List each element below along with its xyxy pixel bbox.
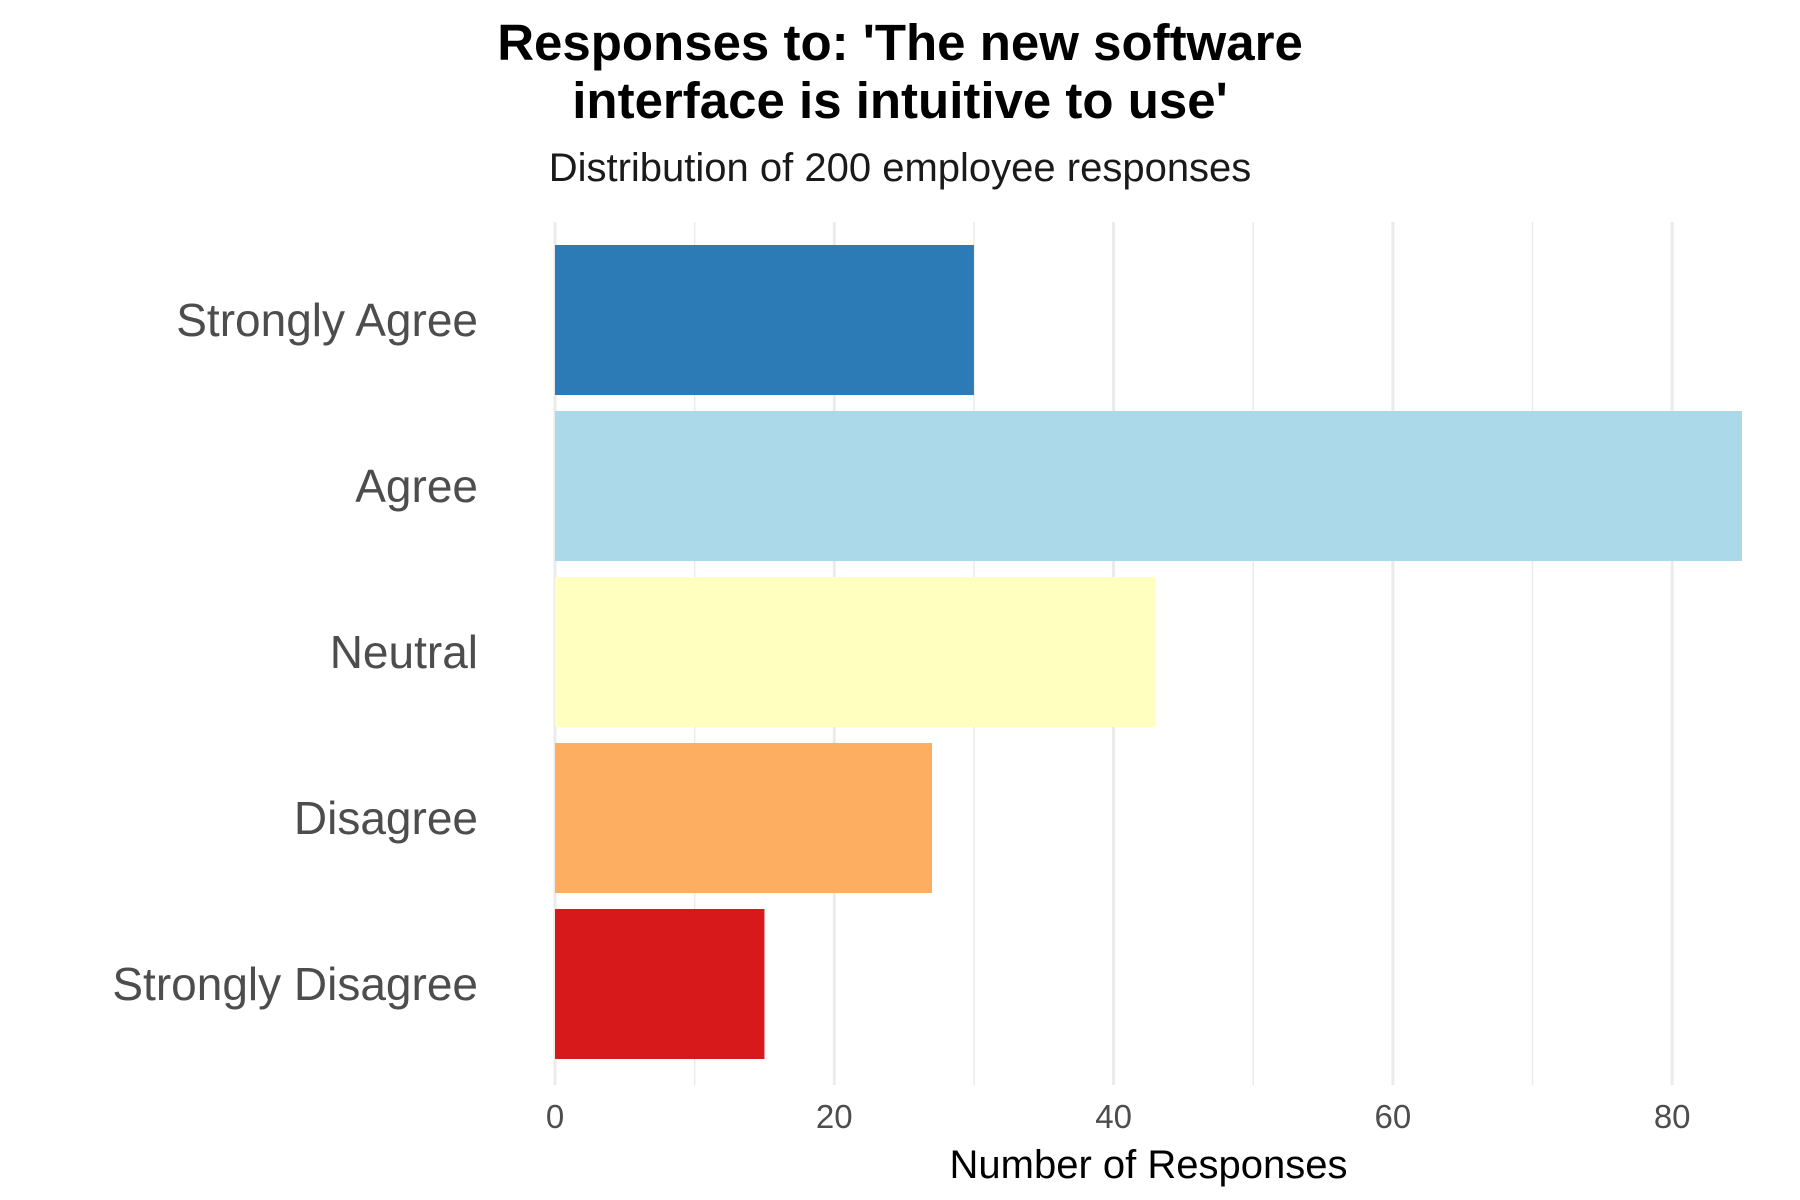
category-label: Agree: [355, 460, 478, 512]
x-tick-label: 20: [816, 1098, 853, 1135]
chart-subtitle: Distribution of 200 employee responses: [548, 146, 1252, 190]
x-tick-label: 0: [546, 1098, 564, 1135]
bar-strongly-agree: [555, 245, 974, 395]
chart-title-line-1: Responses to: 'The new software: [497, 14, 1303, 71]
category-label: Disagree: [294, 792, 478, 844]
bar-agree: [555, 411, 1742, 561]
bar-disagree: [555, 743, 933, 893]
category-label: Neutral: [330, 626, 478, 678]
chart-title-line-2: interface is intuitive to use': [572, 72, 1228, 129]
bar-neutral: [555, 577, 1156, 727]
bars: [555, 245, 1742, 1059]
category-labels: Strongly Agree Agree Neutral Disagree Strong…: [112, 294, 478, 1010]
category-label: Strongly Disagree: [112, 958, 478, 1010]
bar-strongly-disagree: [555, 909, 765, 1059]
x-axis-title: Number of Responses: [950, 1143, 1348, 1187]
chart-title: Responses to: 'The new software interfac…: [0, 14, 1800, 130]
x-tick-label: 60: [1375, 1098, 1412, 1135]
category-label: Strongly Agree: [176, 294, 478, 346]
x-tick-label: 40: [1095, 1098, 1132, 1135]
x-tick-labels: 0 20 40 60 80: [546, 1098, 1691, 1135]
x-tick-label: 80: [1654, 1098, 1691, 1135]
